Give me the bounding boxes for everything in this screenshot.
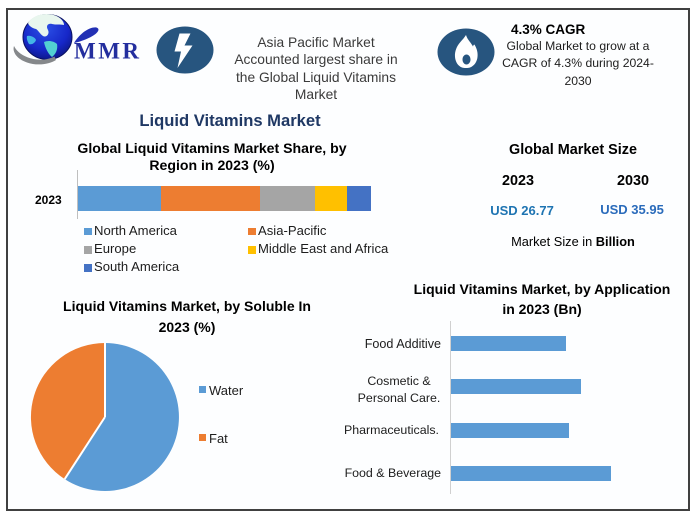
svg-text:MMR: MMR (74, 39, 142, 64)
